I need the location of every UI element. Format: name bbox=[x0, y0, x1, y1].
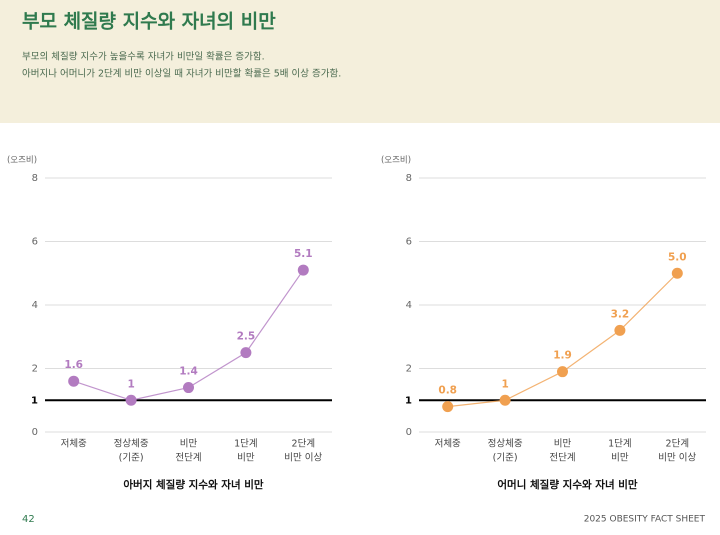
x-tick-label: 1단계 bbox=[234, 438, 258, 450]
x-tick-label: 비만 이상 bbox=[284, 453, 322, 464]
x-tick-label: 저체중 bbox=[61, 439, 87, 450]
point bbox=[68, 375, 80, 387]
subtitle: 부모의 체질량 지수가 높을수록 자녀가 비만일 확률은 증가함. bbox=[22, 51, 265, 63]
y-tick-label: 4 bbox=[406, 300, 412, 311]
series-line bbox=[73, 269, 304, 401]
x-tick-label: 저체중 bbox=[435, 439, 461, 450]
data-label: 0.8 bbox=[438, 385, 457, 397]
x-tick-label: 1단계 bbox=[608, 438, 632, 450]
x-axis-label: 어머니 체질량 지수와 자녀 비만 bbox=[497, 478, 638, 491]
y-tick-label: 1 bbox=[31, 395, 38, 406]
x-axis-label: 아버지 체질량 지수와 자녀 비만 bbox=[123, 478, 264, 491]
x-tick-label: (기준) bbox=[119, 453, 144, 464]
x-tick-label: 전단계 bbox=[175, 452, 201, 464]
x-tick-label: (기준) bbox=[493, 453, 518, 464]
point bbox=[557, 366, 568, 378]
point bbox=[499, 394, 511, 406]
x-tick-label: 전단계 bbox=[549, 452, 575, 464]
page-number: 42 bbox=[22, 514, 35, 525]
point bbox=[442, 401, 454, 413]
y-unit: (오즈비) bbox=[7, 156, 37, 166]
footer-source: 2025 OBESITY FACT SHEET bbox=[584, 515, 706, 525]
y-tick-label: 6 bbox=[32, 237, 38, 248]
point bbox=[183, 382, 194, 394]
y-unit: (오즈비) bbox=[381, 156, 411, 166]
y-tick-label: 2 bbox=[406, 364, 412, 375]
point bbox=[614, 324, 626, 336]
point bbox=[240, 347, 252, 359]
point bbox=[671, 267, 683, 279]
subtitle: 아버지나 어머니가 2단계 비만 이상일 때 자녀가 비만할 확률은 5배 이상… bbox=[22, 68, 341, 80]
y-tick-label: 2 bbox=[32, 364, 38, 375]
series-line bbox=[447, 272, 678, 408]
data-label: 2.5 bbox=[237, 331, 256, 343]
x-tick-label: 비만 bbox=[554, 439, 572, 450]
y-tick-label: 4 bbox=[32, 300, 38, 311]
title: 부모 체질량 지수와 자녀의 비만 bbox=[22, 11, 276, 33]
data-label: 5.0 bbox=[668, 251, 687, 263]
header-band bbox=[0, 0, 720, 123]
x-tick-label: 비만 bbox=[180, 439, 198, 450]
y-tick-label: 0 bbox=[32, 427, 38, 438]
data-label: 1.9 bbox=[553, 350, 572, 362]
data-label: 3.2 bbox=[611, 308, 630, 320]
y-tick-label: 1 bbox=[405, 395, 412, 406]
x-tick-label: 정상체중 bbox=[488, 439, 523, 450]
y-tick-label: 8 bbox=[406, 173, 412, 184]
data-label: 1 bbox=[127, 378, 134, 390]
x-tick-label: 2단계 bbox=[666, 438, 690, 450]
y-tick-label: 0 bbox=[406, 427, 412, 438]
y-tick-label: 6 bbox=[406, 237, 412, 248]
x-tick-label: 비만 이상 bbox=[658, 453, 696, 464]
data-label: 1.4 bbox=[179, 366, 198, 378]
data-label: 5.1 bbox=[294, 248, 313, 260]
x-tick-label: 2단계 bbox=[292, 438, 316, 450]
point bbox=[125, 394, 137, 406]
data-label: 1.6 bbox=[64, 359, 83, 371]
x-tick-label: 비만 bbox=[611, 453, 629, 464]
data-label: 1 bbox=[501, 378, 508, 390]
y-tick-label: 8 bbox=[32, 173, 38, 184]
point bbox=[297, 264, 309, 276]
x-tick-label: 비만 bbox=[237, 453, 255, 464]
x-tick-label: 정상체중 bbox=[114, 439, 149, 450]
